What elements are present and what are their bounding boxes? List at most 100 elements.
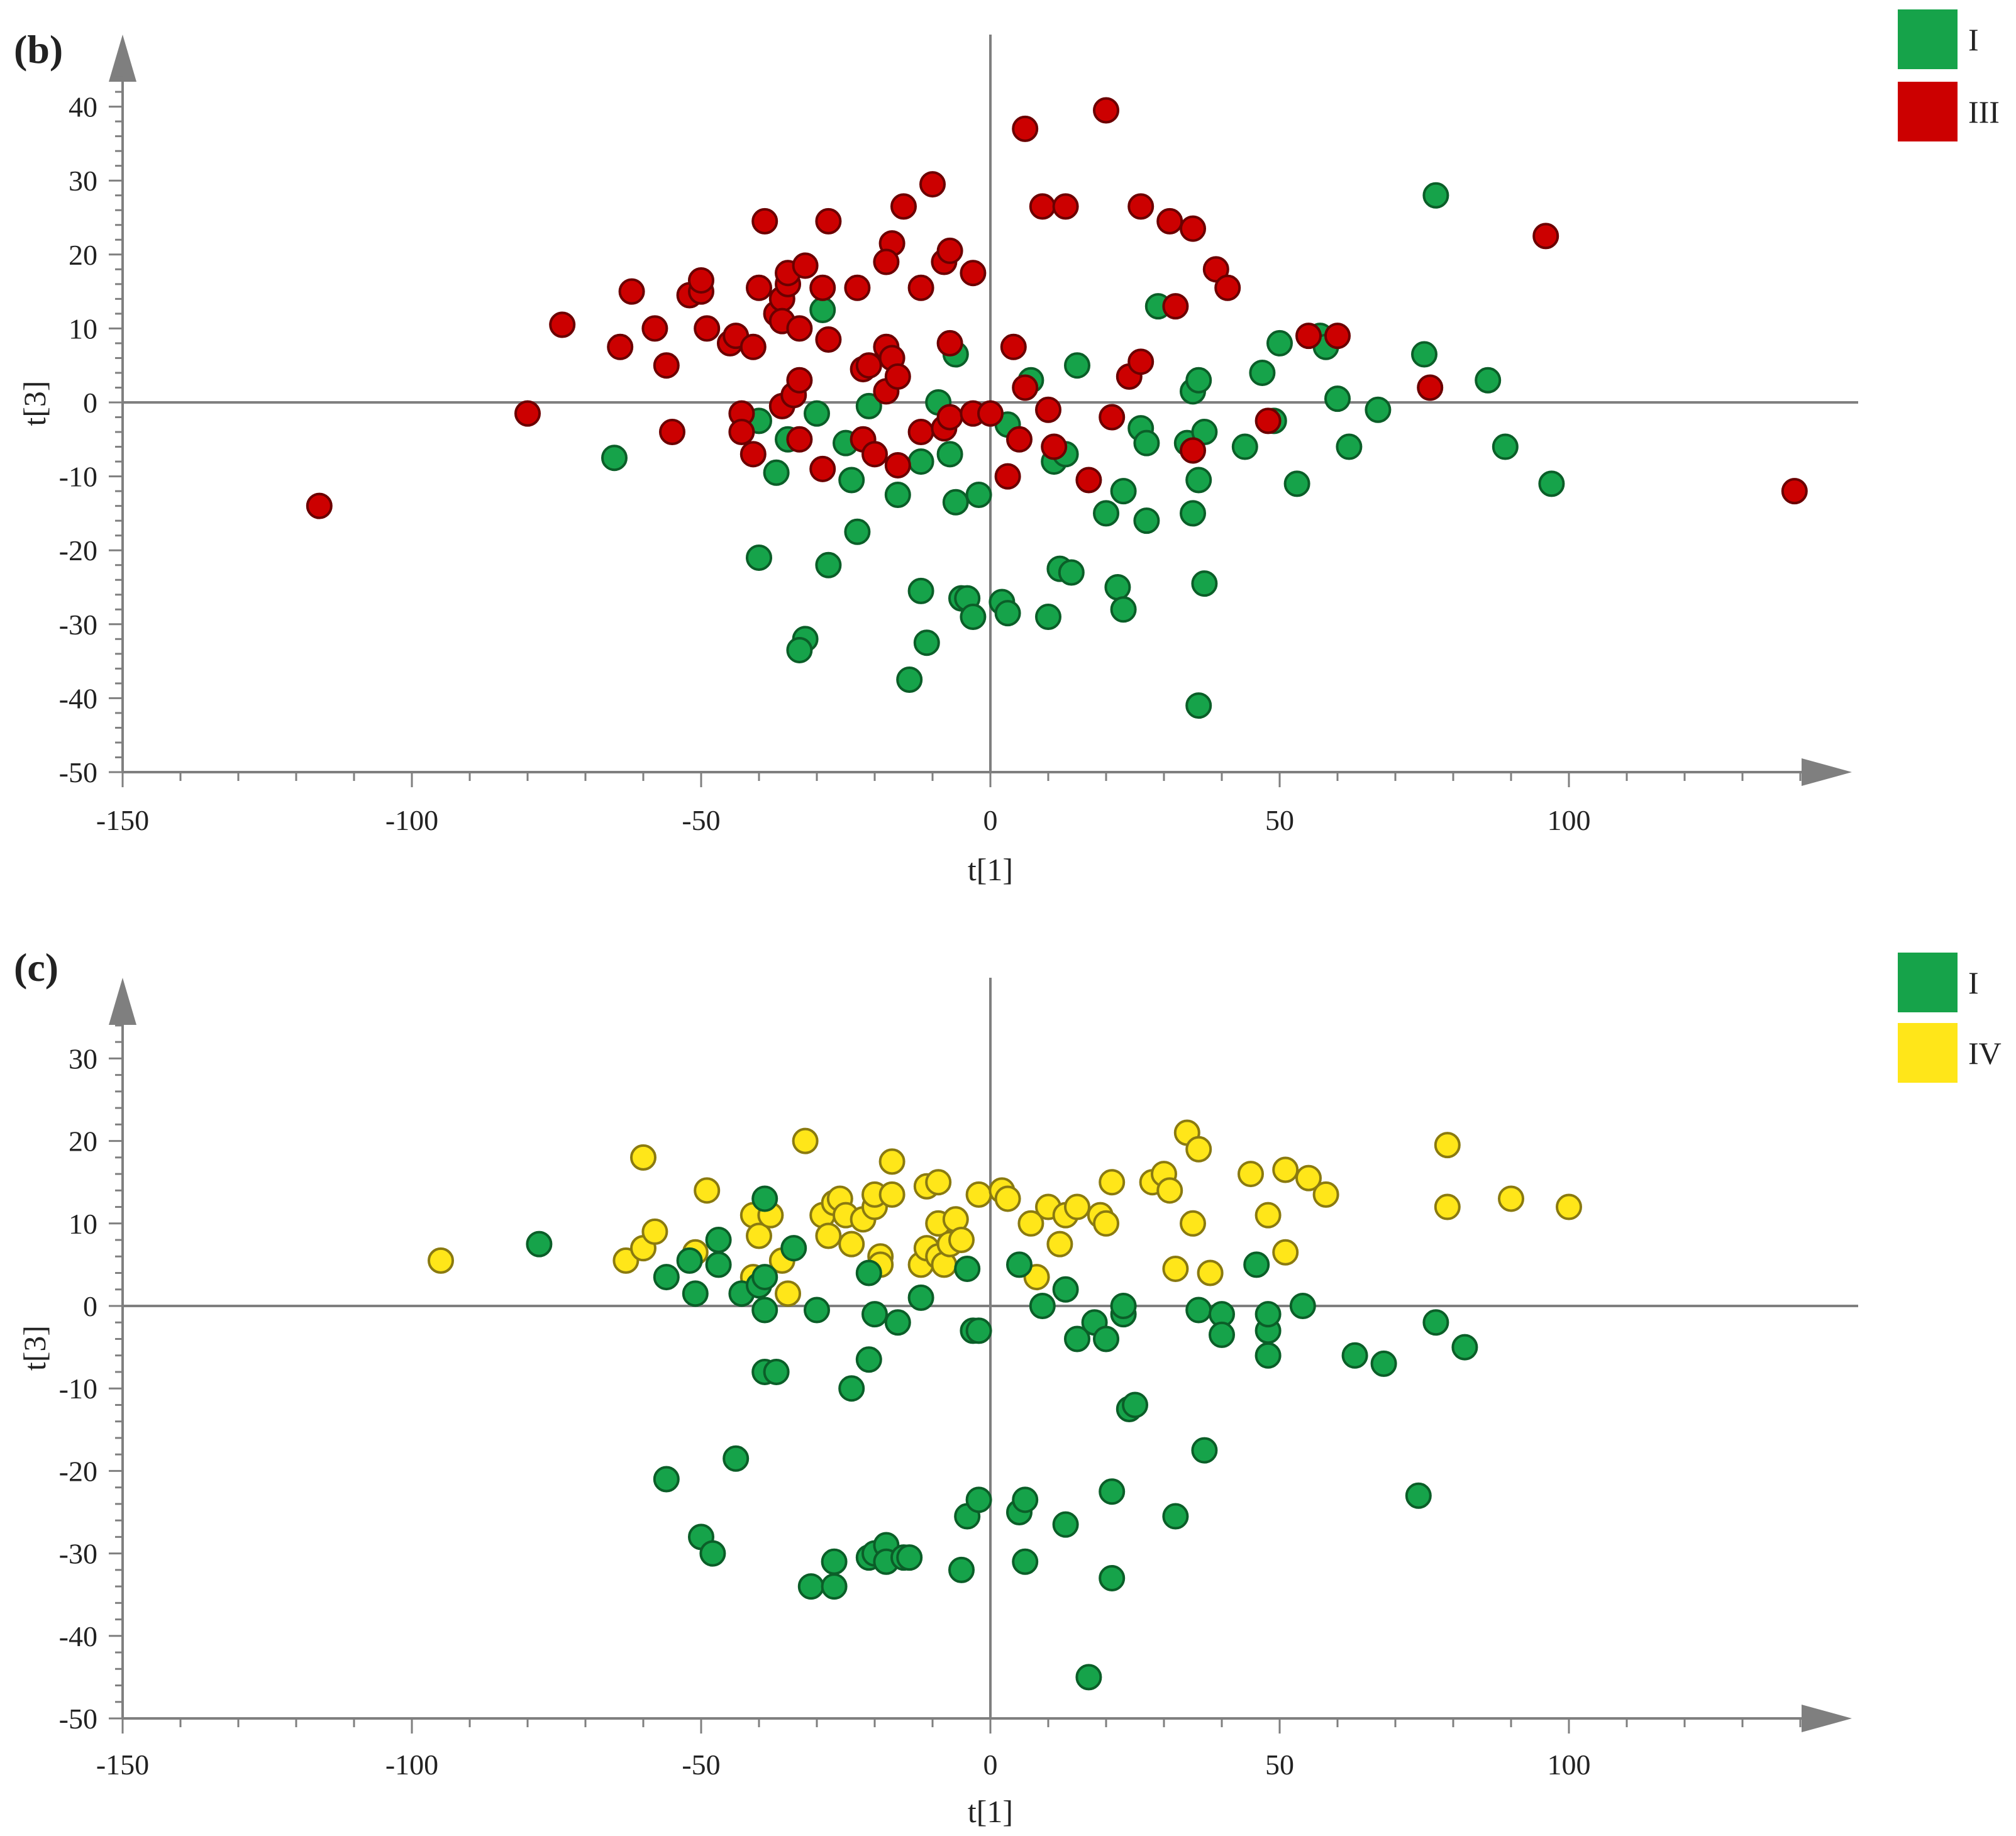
data-point [1064,352,1090,379]
data-point [1110,596,1137,623]
data-point [838,1230,865,1258]
x-tick-label: 50 [1265,1749,1294,1781]
data-point [1133,429,1160,456]
data-point [1185,692,1212,719]
data-point [960,260,987,287]
data-point [1185,1297,1212,1324]
data-point [919,171,946,198]
y-tick-label: -10 [59,1373,97,1405]
legend-label: I [1968,965,1979,1000]
data-point [907,1284,934,1311]
data-point [1093,97,1119,124]
data-point [1556,1193,1582,1220]
x-tick-label: -50 [682,1749,720,1781]
x-tick-label: -100 [385,1749,438,1781]
data-point [1249,359,1276,386]
data-point [1029,193,1056,220]
data-point [878,1148,906,1175]
data-point [526,1230,553,1258]
data-point [1434,1132,1461,1159]
data-point [1122,1391,1148,1418]
data-point [804,400,830,427]
data-point [1238,1161,1264,1188]
data-point [601,445,628,472]
series-III [306,97,1808,519]
x-tick-label: -100 [385,804,438,836]
data-point [1475,367,1502,394]
data-point [1295,323,1322,350]
data-point [549,311,576,338]
y-tick-label: -20 [59,534,97,567]
data-point [1052,193,1079,220]
y-axis-title: t[3] [17,380,52,426]
data-point [1185,467,1212,494]
data-point [965,1181,992,1208]
y-tick-label: 20 [69,1125,97,1158]
legend-label: III [1968,94,2000,130]
data-point [1422,182,1449,209]
data-point [1312,1181,1339,1208]
series-I [601,182,1565,719]
data-point [1532,223,1559,250]
data-point [1191,570,1218,597]
data-point [1017,1210,1044,1237]
data-point [965,1317,992,1344]
data-point [751,1185,778,1212]
data-point [1052,1511,1079,1538]
data-point [1324,385,1351,412]
data-point [630,1144,656,1171]
data-point [682,1280,709,1307]
data-point [751,1264,778,1291]
series-I [526,1185,1478,1691]
data-point [1035,604,1061,631]
data-point [855,352,882,379]
data-point [965,1486,992,1513]
data-point [1295,1164,1322,1192]
data-point [786,636,813,663]
data-point [618,278,645,305]
data-point [1538,470,1565,497]
data-point [699,1540,726,1567]
data-point [994,463,1021,490]
data-point [809,297,836,323]
data-point [728,419,755,446]
data-point [1099,1478,1126,1505]
data-point [1781,478,1808,505]
data-point [1492,433,1519,460]
series-IV [428,1119,1582,1307]
data-point [1289,1293,1316,1319]
data-point [786,367,813,394]
data-point [775,1280,801,1307]
data-point [723,1445,750,1472]
x-tick-label: -50 [682,804,720,836]
data-point [1093,500,1119,527]
data-point [1191,1437,1218,1464]
data-point [1162,1255,1189,1282]
data-point [844,274,871,301]
x-tick-label: -150 [96,804,149,836]
data-point [694,1177,721,1204]
x-tick-label: 0 [983,1749,998,1781]
y-tick-label: 30 [69,1042,97,1075]
data-point [884,451,911,478]
legend-label: I [1968,22,1979,57]
x-axis-arrow-icon [1802,1705,1852,1732]
data-point [804,1297,830,1324]
y-tick-label: 10 [69,1208,97,1240]
data-point [1197,1259,1224,1286]
y-tick-label: -20 [59,1455,97,1487]
data-point [1202,256,1229,283]
x-tick-label: -150 [96,1749,149,1781]
data-point [786,315,813,342]
y-tick-label: -30 [59,1538,97,1570]
data-point [890,193,917,220]
data-point [1231,433,1258,460]
data-point [878,1181,906,1208]
data-point [821,1548,848,1575]
data-point [1266,329,1293,357]
data-point [873,248,900,275]
data-point [1156,207,1183,235]
data-point [1156,1177,1183,1204]
